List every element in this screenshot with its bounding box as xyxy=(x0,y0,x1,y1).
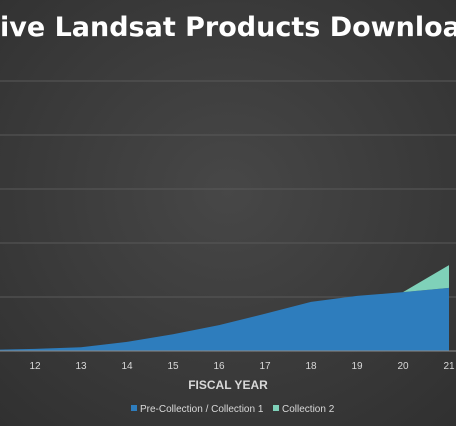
x-tick-label: 21 xyxy=(443,361,455,372)
x-tick-label: 13 xyxy=(75,361,87,372)
legend-swatch xyxy=(131,405,137,411)
chart-title: ive Landsat Products Download Vo xyxy=(0,12,456,43)
x-tick-label: 17 xyxy=(259,361,271,372)
legend-label: Collection 2 xyxy=(282,404,335,415)
x-tick-label: 20 xyxy=(397,361,409,372)
x-tick-label: 19 xyxy=(351,361,363,372)
legend-label: Pre-Collection / Collection 1 xyxy=(140,404,264,415)
x-tick-label: 16 xyxy=(213,361,225,372)
x-axis-title: FISCAL YEAR xyxy=(188,378,268,392)
x-tick-label: 12 xyxy=(29,361,41,372)
legend-swatch xyxy=(273,405,279,411)
area xyxy=(0,287,449,351)
x-tick-label: 15 xyxy=(167,361,179,372)
x-tick-label: 14 xyxy=(121,361,133,372)
x-tick-label: 18 xyxy=(305,361,317,372)
